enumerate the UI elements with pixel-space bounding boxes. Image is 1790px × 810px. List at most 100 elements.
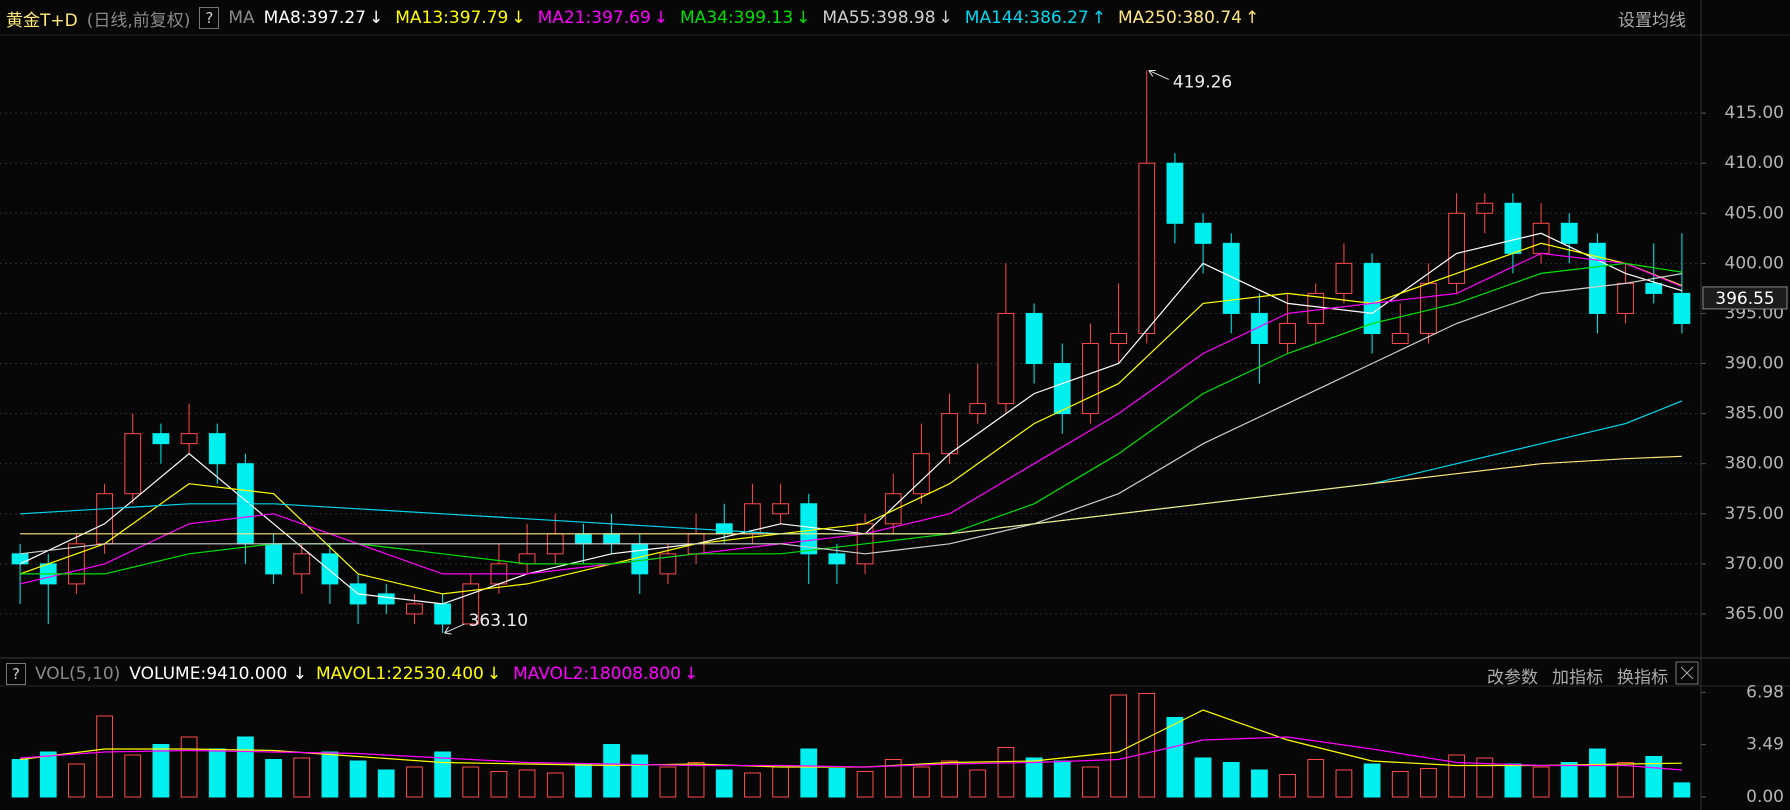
candle-body — [1222, 242, 1240, 314]
volume-bar — [1363, 763, 1381, 798]
candle-body — [1532, 222, 1550, 254]
candle-body — [1138, 162, 1156, 334]
candle-body — [1589, 242, 1606, 314]
volume-bar — [1025, 757, 1043, 798]
candle-body — [1053, 363, 1071, 415]
volume-bar — [11, 759, 29, 798]
candle-body — [1645, 282, 1663, 294]
y-tick-label: 385.00 — [1725, 404, 1784, 424]
title: 黄金T+D — [6, 10, 78, 31]
candle-body — [1476, 202, 1494, 214]
candle-body — [1673, 292, 1691, 324]
legend-trend: ↓ — [653, 8, 669, 28]
volume-bar — [828, 768, 846, 798]
legend-label: MA250:380.74 — [1118, 8, 1242, 28]
toolbar-button[interactable]: 加指标 — [1552, 668, 1603, 688]
legend-item: MA8:397.27 ↓ — [264, 8, 384, 28]
help-button[interactable]: ? — [6, 663, 26, 685]
toolbar-button[interactable]: 换指标 — [1617, 668, 1668, 688]
legend-trend: ↓ — [796, 8, 811, 28]
last-price-label: 396.55 — [1715, 289, 1774, 309]
toolbar: 改参数 加指标 换指标 — [1487, 663, 1668, 688]
settings-button[interactable]: 设置均线 — [1618, 11, 1686, 31]
annotation-arrow — [1148, 69, 1169, 80]
y-tick-label: 390.00 — [1725, 354, 1784, 374]
y-tick-label: 375.00 — [1725, 504, 1784, 524]
legend-label: MA8:397.27 — [263, 8, 366, 28]
ma-line — [20, 736, 1682, 771]
toolbar-button[interactable]: 改参数 — [1487, 668, 1538, 688]
volume-bar — [1532, 766, 1550, 798]
volume-bar — [1110, 694, 1127, 798]
volume-bar — [518, 769, 536, 798]
legend-trend: ↓ — [938, 8, 953, 28]
volume-bar — [969, 769, 987, 798]
candle-body — [1617, 282, 1634, 314]
volume-bar — [96, 715, 113, 798]
candle-body — [913, 453, 930, 495]
candle-body — [124, 433, 142, 495]
legend-trend: ↓ — [486, 664, 502, 684]
legend-label: MA144:386.27 — [964, 8, 1089, 28]
candle-body — [1279, 322, 1296, 344]
candle-body — [1110, 332, 1127, 344]
volume-bar — [1617, 762, 1634, 798]
help-button[interactable]: ? — [199, 7, 220, 29]
candle-body — [659, 553, 677, 575]
volume-bar — [1194, 757, 1212, 798]
candle-body — [1363, 262, 1381, 334]
volume-bar — [913, 766, 930, 798]
subtitle: (日线,前复权) — [86, 10, 191, 31]
candle-body — [377, 593, 395, 605]
y-tick-label: 400.00 — [1725, 253, 1784, 273]
legend-trend: ↓ — [368, 8, 384, 28]
volume-bar — [1476, 757, 1494, 798]
volume-bar — [997, 747, 1015, 798]
candle-body — [11, 553, 29, 565]
candle-body — [434, 603, 451, 625]
y-tick-label: 380.00 — [1725, 454, 1784, 474]
volume-bar — [744, 772, 761, 798]
volume-bar — [575, 763, 592, 798]
candle-body — [1251, 312, 1268, 344]
candle-body — [68, 543, 85, 585]
y-tick-label: 3.49 — [1746, 735, 1784, 755]
volume-bar — [321, 751, 339, 798]
volume-bar — [1504, 763, 1522, 798]
candle-body — [575, 533, 592, 545]
candle-body — [715, 523, 733, 535]
volume-bar — [406, 766, 423, 798]
close-button[interactable] — [1675, 661, 1699, 685]
legend-item: MA144:386.27 ↑ — [965, 8, 1106, 28]
volume-bar — [772, 766, 789, 798]
candle-body — [1391, 332, 1409, 344]
volume-bar — [856, 771, 874, 798]
indicator-name: MA — [228, 8, 255, 28]
ma-line — [20, 273, 1683, 555]
volume-bar — [687, 762, 705, 798]
legend-item: MA250:380.74 ↑ — [1118, 8, 1259, 28]
candle-body — [603, 533, 620, 545]
volume-bar — [490, 771, 508, 798]
settings: 设置均线 — [1618, 6, 1686, 31]
volume-bar — [377, 769, 395, 798]
legend-label: MAVOL2:18008.800 — [513, 664, 681, 684]
volume-bar — [1420, 768, 1437, 798]
indicator-name: VOL(5,10) — [34, 664, 121, 684]
volume-bar — [659, 766, 677, 798]
y-tick-label: 415.00 — [1725, 103, 1784, 123]
volume-bar — [152, 744, 170, 798]
volume-bar — [1673, 782, 1691, 798]
volume-bar — [39, 751, 57, 798]
candle-body — [1025, 312, 1043, 365]
price-header: 黄金T+D (日线,前复权) ? MA MA8:397.27 ↓ MA13:397.… — [6, 3, 1259, 33]
candle-body — [997, 312, 1015, 405]
candle-body — [1166, 162, 1184, 224]
volume-bar — [265, 759, 282, 798]
ma-line — [20, 455, 1682, 535]
volume-bar — [462, 766, 480, 798]
volume-bar — [884, 759, 902, 798]
volume-bar — [631, 754, 649, 798]
